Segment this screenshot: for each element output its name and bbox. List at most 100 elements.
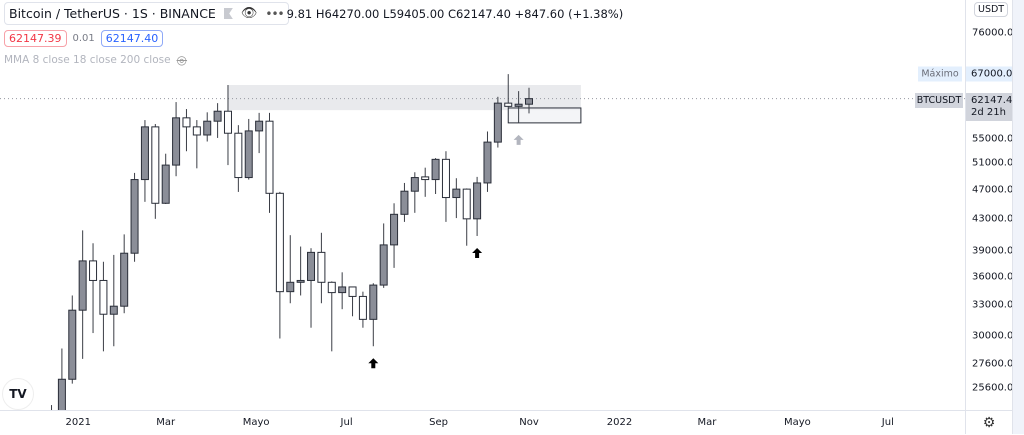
time-tick-label: 2021: [65, 417, 91, 428]
price-tick-label: 39000.00: [972, 245, 1020, 257]
time-tick-label: Nov: [519, 417, 539, 428]
eye-icon[interactable]: 👁: [240, 6, 258, 21]
up-arrow-icon: [472, 247, 483, 258]
candle-body: [275, 192, 284, 293]
candle-body: [172, 117, 181, 166]
chart-pane[interactable]: Bitcoin / TetherUS · 1S · BINANCE 👁 ••• …: [0, 0, 965, 410]
candle-body: [265, 120, 274, 194]
price-axis[interactable]: USDT 76000.00 55000.00 51000.00 47000.00 430…: [965, 0, 1020, 410]
zone-rectangle: [227, 85, 581, 111]
candle-body: [493, 102, 502, 143]
candle-body: [400, 190, 409, 215]
time-tick-label: Sep: [429, 417, 448, 428]
max-price-label: Máximo: [918, 66, 962, 82]
candle-body: [203, 120, 212, 136]
candle-body: [244, 130, 253, 179]
tradingview-logo[interactable]: TV: [2, 378, 34, 410]
up-arrow-icon: [513, 134, 524, 145]
candle-body: [78, 260, 87, 311]
up-arrow-icon: [368, 358, 379, 369]
candle-body: [358, 295, 367, 320]
candle-body: [57, 378, 66, 410]
last-price-value: 62147.40: [971, 95, 1019, 106]
candle-body: [525, 98, 533, 105]
candle-body: [504, 102, 513, 107]
candle-body: [327, 281, 336, 294]
time-axis[interactable]: 2021 Mar Mayo Jul Sep Nov 2022 Mar Mayo Jul: [0, 410, 965, 435]
sell-price-button[interactable]: 62147.39: [4, 30, 67, 47]
time-tick-label: Mayo: [242, 417, 270, 428]
candle-body: [192, 126, 201, 136]
candle-body: [390, 213, 399, 246]
candle-body: [140, 126, 149, 181]
price-tick-label: 27600.00: [972, 358, 1020, 369]
candle-body: [431, 158, 440, 181]
time-tick-label: Mar: [697, 417, 717, 428]
candle-body: [462, 188, 471, 220]
bar-countdown: 2d 21h: [971, 107, 1006, 118]
symbol-title[interactable]: Bitcoin / TetherUS · 1S · BINANCE: [9, 6, 216, 21]
max-price-axis-value: 67000.00: [966, 66, 1019, 82]
candle-body: [452, 188, 461, 199]
price-tick-label: 30000.00: [972, 330, 1020, 342]
candle-body: [151, 126, 160, 204]
candle-body: [255, 120, 264, 132]
candle-body: [68, 309, 77, 380]
close-value: C62147.40: [447, 6, 511, 21]
candle-body: [213, 110, 222, 122]
symbol-price-label: BTCUSDT: [915, 93, 963, 108]
flag-icon[interactable]: [223, 8, 233, 19]
candle-body: [317, 251, 326, 283]
price-tick-label: 47000.00: [972, 184, 1020, 196]
candle-body: [483, 141, 492, 184]
time-tick-label: Jul: [340, 417, 353, 428]
candle-body: [421, 176, 430, 181]
currency-button[interactable]: USDT: [974, 2, 1009, 17]
time-tick-label: 2022: [606, 417, 633, 428]
price-tick-label: 33000.00: [972, 299, 1020, 311]
candle-body: [441, 158, 450, 199]
candle-body: [473, 182, 482, 220]
candle-body: [286, 281, 295, 293]
more-icon[interactable]: •••: [265, 6, 284, 21]
candle-body: [514, 103, 523, 107]
last-price-axis-badge: 62147.40 2d 21h: [966, 93, 1019, 121]
chart-legend: Bitcoin / TetherUS · 1S · BINANCE 👁 ••• …: [4, 2, 623, 67]
candle-body: [130, 179, 139, 254]
candle-body: [369, 284, 378, 320]
candle-body: [89, 260, 98, 281]
candle-body: [234, 132, 243, 179]
price-tick-label: 76000.00: [972, 27, 1020, 39]
candle-body: [120, 252, 129, 307]
price-tick-label: 55000.00: [972, 133, 1020, 145]
price-tick-label: 43000.00: [972, 213, 1020, 225]
low-value: L59405.00: [383, 6, 445, 21]
buy-price-button[interactable]: 62147.40: [100, 30, 164, 47]
candle-body: [307, 251, 316, 281]
candle-body: [182, 117, 191, 128]
time-tick-label: Jul: [881, 417, 894, 428]
candle-body: [410, 177, 419, 192]
time-tick-label: Mayo: [783, 417, 811, 428]
time-tick-label: Mar: [156, 417, 176, 428]
high-value: H64270.00: [315, 6, 380, 21]
price-tick-label: 51000.00: [972, 157, 1020, 169]
candle-body: [161, 164, 170, 204]
eye-off-icon[interactable]: ◎: [176, 53, 188, 67]
open-partial: 9.81: [286, 6, 313, 21]
candle-body: [99, 279, 108, 315]
indicator-legend[interactable]: MMA 8 close 18 close 200 close: [4, 54, 171, 66]
candle-body: [348, 286, 357, 297]
right-toolbar-strip: [1012, 0, 1024, 434]
zone-rectangle: [507, 107, 582, 124]
symbol-title-box[interactable]: Bitcoin / TetherUS · 1S · BINANCE 👁 •••: [4, 2, 289, 25]
change-value: +847.60 (+1.38%): [514, 6, 624, 21]
spread-value: 0.01: [72, 33, 95, 44]
candle-body: [379, 244, 388, 286]
candlestick-plot[interactable]: [0, 0, 965, 410]
price-tick-label: 36000.00: [972, 271, 1020, 283]
candle-body: [296, 279, 305, 283]
candle-body: [109, 305, 118, 315]
ohlc-values: 9.81 H64270.00 L59405.00 C62147.40 +847.…: [287, 7, 624, 21]
settings-gear-icon[interactable]: ⚙: [965, 410, 1012, 434]
